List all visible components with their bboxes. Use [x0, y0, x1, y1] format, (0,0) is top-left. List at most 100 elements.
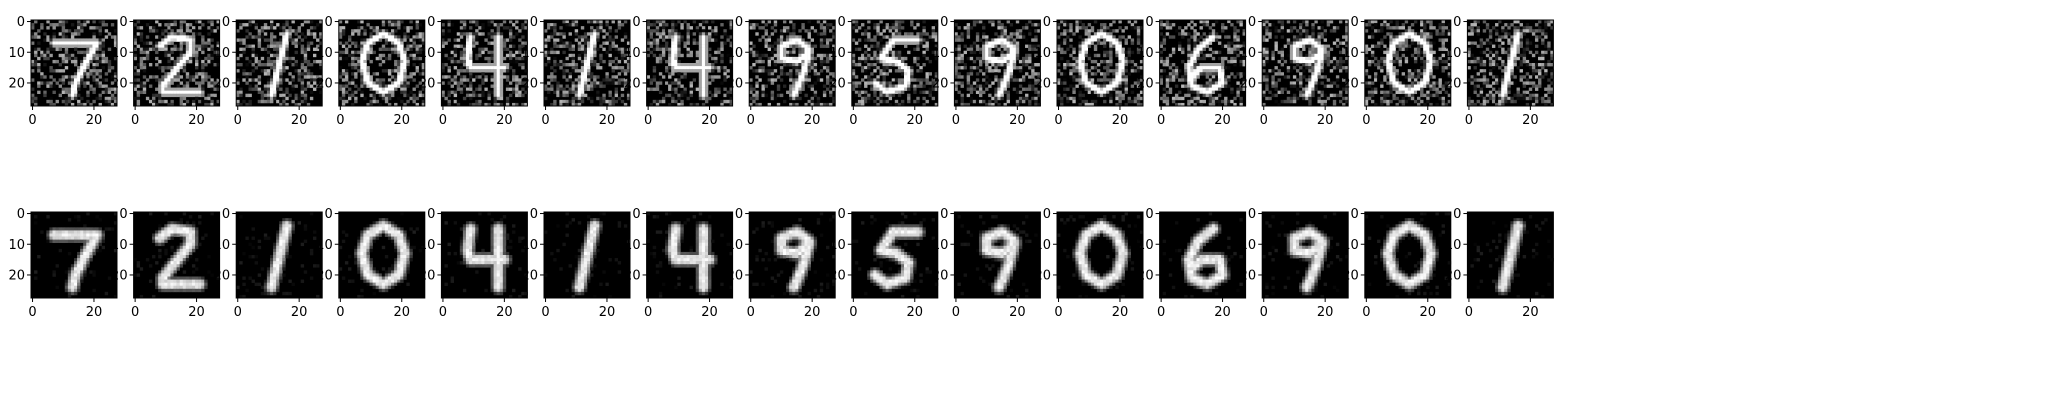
y-tick-label: 0 [222, 15, 230, 30]
x-tick-label: 20 [496, 113, 513, 128]
y-tick-label: 0 [1043, 207, 1051, 222]
y-tick-label: 20 [419, 268, 436, 283]
x-tick-label: 0 [541, 113, 549, 128]
y-tick-label: 20 [1445, 76, 1462, 91]
x-tick-label: 0 [131, 113, 139, 128]
x-tick-label: 20 [1317, 113, 1334, 128]
digit-image-noisy-13: 0 20 0 10 20 [1342, 15, 1452, 128]
x-tick-label: 20 [393, 305, 410, 320]
x-tick-label: 0 [28, 305, 36, 320]
x-tick-label: 0 [1157, 305, 1165, 320]
x-tick-label: 0 [1362, 305, 1370, 320]
y-tick-label: 20 [1240, 268, 1257, 283]
y-tick-label: 20 [316, 268, 333, 283]
y-tick-label: 10 [829, 46, 846, 61]
digit-image-denoised-11: 0 20 0 10 20 [1137, 207, 1247, 320]
y-tick-label: 0 [1351, 207, 1359, 222]
x-tick-label: 20 [1009, 113, 1026, 128]
x-tick-label: 0 [336, 305, 344, 320]
x-tick-label: 20 [291, 305, 308, 320]
digit-image-noisy-3: 0 20 0 10 20 [316, 15, 426, 128]
y-tick-label: 20 [111, 76, 128, 91]
y-tick-label: 20 [419, 76, 436, 91]
x-tick-label: 20 [906, 305, 923, 320]
y-tick-label: 0 [1043, 15, 1051, 30]
x-tick-label: 20 [86, 305, 103, 320]
y-tick-label: 0 [1248, 207, 1256, 222]
x-tick-label: 20 [1522, 113, 1539, 128]
x-tick-label: 0 [849, 113, 857, 128]
x-tick-label: 0 [644, 305, 652, 320]
x-tick-label: 0 [1157, 113, 1165, 128]
digit-image-denoised-7: 0 20 0 10 20 [727, 207, 836, 320]
x-tick-label: 20 [393, 113, 410, 128]
x-tick-label: 0 [234, 305, 242, 320]
y-tick-label: 20 [8, 268, 25, 283]
digit-image-denoised-9: 0 20 0 10 20 [932, 207, 1041, 320]
y-tick-label: 20 [932, 76, 949, 91]
y-tick-label: 0 [530, 15, 538, 30]
x-tick-label: 20 [906, 113, 923, 128]
y-tick-label: 10 [1445, 238, 1462, 253]
y-tick-label: 10 [829, 238, 846, 253]
y-tick-label: 0 [222, 207, 230, 222]
y-tick-label: 10 [1445, 46, 1462, 61]
y-tick-label: 20 [521, 76, 538, 91]
x-tick-label: 20 [496, 305, 513, 320]
y-tick-label: 0 [427, 15, 435, 30]
x-tick-label: 0 [952, 113, 960, 128]
y-tick-label: 20 [624, 76, 641, 91]
digit-image-noisy-14: 0 20 0 10 20 [1445, 15, 1554, 128]
y-tick-label: 10 [316, 238, 333, 253]
x-tick-label: 20 [188, 305, 205, 320]
x-tick-label: 20 [1112, 113, 1129, 128]
y-tick-label: 10 [1240, 238, 1257, 253]
digit-image-denoised-10: 0 20 0 10 20 [1034, 207, 1144, 320]
y-tick-label: 20 [1342, 76, 1359, 91]
digit-image-denoised-0: 0 20 0 10 20 [8, 207, 118, 320]
y-tick-label: 0 [632, 207, 640, 222]
y-tick-label: 10 [727, 238, 744, 253]
x-tick-label: 0 [1260, 113, 1268, 128]
digit-image-denoised-14: 0 20 0 10 20 [1445, 207, 1554, 320]
digit-image-noisy-12: 0 20 0 10 20 [1240, 15, 1349, 128]
x-tick-label: 20 [1112, 305, 1129, 320]
y-tick-label: 10 [8, 238, 25, 253]
y-tick-label: 20 [1034, 268, 1051, 283]
y-tick-label: 0 [325, 15, 333, 30]
x-tick-label: 20 [1419, 113, 1436, 128]
y-tick-label: 20 [1240, 76, 1257, 91]
x-tick-label: 0 [28, 113, 36, 128]
y-tick-label: 10 [1137, 238, 1154, 253]
y-tick-label: 20 [1445, 268, 1462, 283]
y-tick-label: 10 [1342, 238, 1359, 253]
y-tick-label: 0 [1248, 15, 1256, 30]
y-tick-label: 0 [1453, 207, 1461, 222]
y-tick-label: 20 [624, 268, 641, 283]
y-tick-label: 0 [735, 15, 743, 30]
y-tick-label: 20 [521, 268, 538, 283]
x-tick-label: 0 [1362, 113, 1370, 128]
x-tick-label: 20 [188, 113, 205, 128]
digit-image-denoised-8: 0 20 0 10 20 [829, 207, 939, 320]
x-tick-label: 20 [701, 113, 718, 128]
x-tick-label: 0 [1054, 113, 1062, 128]
digit-image-denoised-1: 0 20 0 10 20 [111, 207, 221, 320]
y-tick-label: 10 [624, 238, 641, 253]
y-tick-label: 10 [316, 46, 333, 61]
digit-image-denoised-6: 0 20 0 10 20 [624, 207, 734, 320]
y-tick-label: 10 [111, 238, 128, 253]
digit-image-denoised-3: 0 20 0 10 20 [316, 207, 426, 320]
y-tick-label: 0 [1145, 15, 1153, 30]
x-tick-label: 20 [291, 113, 308, 128]
x-tick-label: 20 [804, 113, 821, 128]
digit-image-noisy-11: 0 20 0 10 20 [1137, 15, 1247, 128]
y-tick-label: 0 [530, 207, 538, 222]
digit-image-noisy-9: 0 20 0 10 20 [932, 15, 1041, 128]
y-tick-label: 0 [17, 15, 25, 30]
x-tick-label: 0 [336, 113, 344, 128]
x-tick-label: 20 [1419, 305, 1436, 320]
y-tick-label: 20 [1137, 76, 1154, 91]
x-tick-label: 0 [541, 305, 549, 320]
